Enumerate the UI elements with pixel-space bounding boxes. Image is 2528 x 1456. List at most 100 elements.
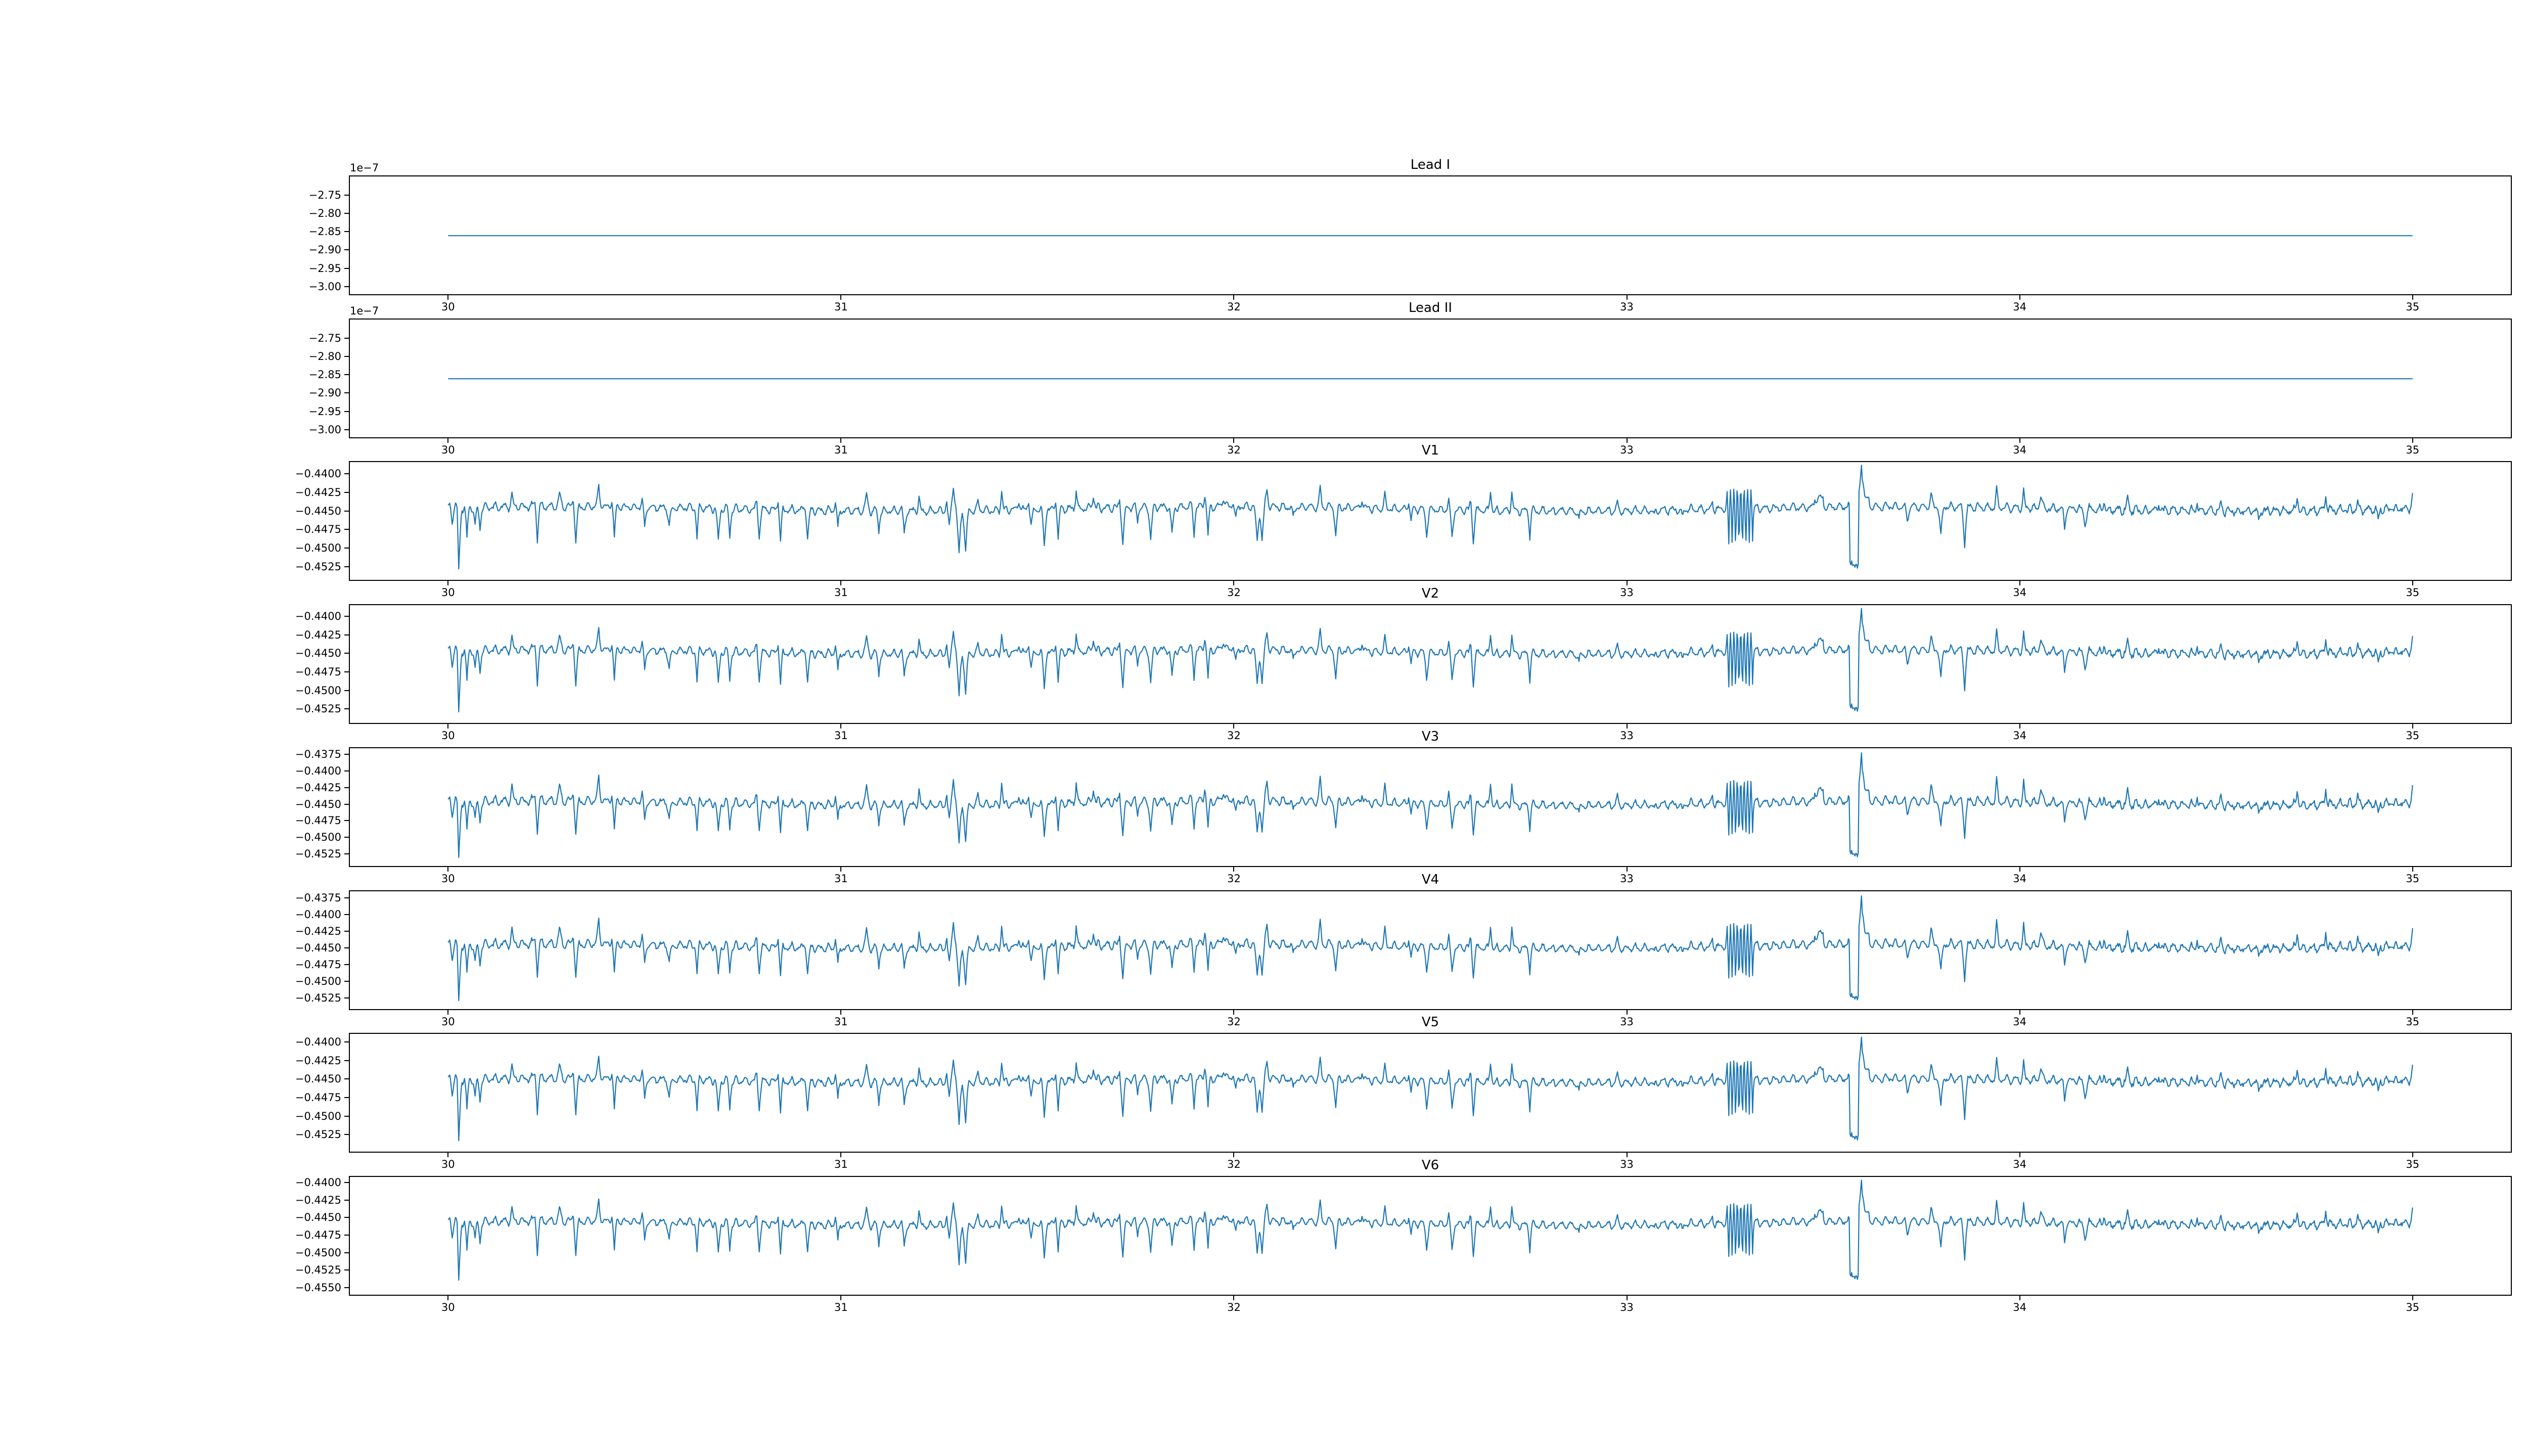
x-tick-label-v2: 32 <box>1227 730 1241 742</box>
y-tick-mark <box>344 1041 349 1043</box>
y-tick-label-v1: −0.4450 <box>295 505 341 517</box>
y-tick-mark <box>344 286 349 287</box>
y-tick-mark <box>344 337 349 339</box>
x-tick-label-v3: 33 <box>1620 873 1634 885</box>
x-tick-mark <box>2019 581 2020 585</box>
waveform-v2 <box>447 608 2413 713</box>
y-tick-label-v1: −0.4500 <box>295 541 341 554</box>
x-tick-mark <box>1233 438 1235 443</box>
x-tick-mark <box>1233 724 1235 729</box>
y-tick-mark <box>344 213 349 214</box>
x-tick-mark <box>840 438 842 443</box>
x-tick-label-v1: 32 <box>1227 586 1241 599</box>
y-tick-mark <box>344 1134 349 1135</box>
y-tick-label-lead-i: −2.90 <box>308 244 341 256</box>
y-tick-mark <box>344 249 349 251</box>
x-tick-mark <box>2412 581 2413 585</box>
y-tick-label-v6: −0.4475 <box>295 1229 341 1242</box>
y-tick-mark <box>344 267 349 269</box>
y-tick-label-v3: −0.4475 <box>295 814 341 827</box>
y-tick-label-v2: −0.4525 <box>295 703 341 715</box>
y-tick-label-v3: −0.4525 <box>295 848 341 860</box>
y-tick-mark <box>344 803 349 805</box>
x-tick-label-v5: 35 <box>2406 1158 2420 1170</box>
y-tick-label-lead-ii: −2.75 <box>308 332 341 344</box>
waveform-v4 <box>447 895 2413 1002</box>
x-tick-label-v2: 34 <box>2013 730 2026 742</box>
y-tick-label-lead-i: −2.75 <box>308 189 341 201</box>
x-tick-mark <box>2019 438 2020 443</box>
y-tick-mark <box>344 930 349 932</box>
axis-offset-text-lead-i: 1e−7 <box>350 162 379 174</box>
y-tick-mark <box>344 529 349 530</box>
y-tick-mark <box>344 914 349 916</box>
y-tick-mark <box>344 1235 349 1236</box>
x-tick-label-lead-i: 31 <box>834 301 848 313</box>
y-tick-label-v3: −0.4425 <box>295 781 341 794</box>
panel-title-lead-ii: Lead II <box>1408 300 1453 315</box>
y-tick-mark <box>344 411 349 412</box>
x-tick-mark <box>2412 295 2413 300</box>
x-tick-label-v2: 31 <box>834 730 848 742</box>
y-tick-label-v3: −0.4450 <box>295 798 341 810</box>
x-tick-mark <box>2412 867 2413 872</box>
x-tick-label-v4: 34 <box>2013 1016 2026 1028</box>
y-tick-mark <box>344 980 349 982</box>
x-tick-label-v4: 31 <box>834 1016 848 1028</box>
x-tick-label-lead-ii: 30 <box>441 444 455 456</box>
y-tick-label-v3: −0.4400 <box>295 764 341 777</box>
x-tick-label-v2: 30 <box>441 730 455 742</box>
panel-v3 <box>349 747 2512 867</box>
y-tick-label-v2: −0.4500 <box>295 684 341 697</box>
x-tick-mark <box>447 867 449 872</box>
y-tick-mark <box>344 1182 349 1184</box>
y-tick-mark <box>344 820 349 822</box>
x-tick-mark <box>447 1153 449 1157</box>
panel-v4 <box>349 890 2512 1010</box>
x-tick-mark <box>840 1153 842 1157</box>
y-tick-mark <box>344 231 349 233</box>
axis-offset-text-lead-ii: 1e−7 <box>350 305 379 317</box>
x-tick-mark <box>447 1010 449 1015</box>
panel-title-v2: V2 <box>1421 586 1439 601</box>
y-tick-label-v6: −0.4400 <box>295 1176 341 1189</box>
y-tick-mark <box>344 1078 349 1080</box>
y-tick-mark <box>344 964 349 965</box>
y-tick-label-v6: −0.4450 <box>295 1211 341 1224</box>
waveform-v5 <box>447 1036 2413 1142</box>
y-tick-mark <box>344 374 349 376</box>
y-tick-label-v3: −0.4375 <box>295 748 341 760</box>
y-tick-label-lead-i: −2.85 <box>308 225 341 238</box>
x-tick-label-lead-i: 33 <box>1620 301 1634 313</box>
x-tick-mark <box>840 867 842 872</box>
y-tick-mark <box>344 787 349 788</box>
y-tick-label-v2: −0.4475 <box>295 665 341 678</box>
y-tick-label-v5: −0.4525 <box>295 1128 341 1141</box>
x-tick-label-v1: 35 <box>2406 586 2420 599</box>
x-tick-mark <box>2412 438 2413 443</box>
x-tick-mark <box>2412 1296 2413 1300</box>
x-tick-label-v3: 32 <box>1227 873 1241 885</box>
panel-title-v5: V5 <box>1421 1015 1439 1030</box>
x-tick-label-lead-i: 30 <box>441 301 455 313</box>
y-tick-label-lead-i: −2.95 <box>308 262 341 275</box>
y-tick-mark <box>344 615 349 617</box>
x-tick-label-v6: 30 <box>441 1301 455 1313</box>
x-tick-label-v5: 33 <box>1620 1158 1634 1170</box>
x-tick-label-v6: 35 <box>2406 1301 2420 1313</box>
y-tick-mark <box>344 997 349 998</box>
x-tick-label-v4: 35 <box>2406 1016 2420 1028</box>
y-tick-mark <box>344 392 349 394</box>
panel-title-lead-i: Lead I <box>1410 157 1451 172</box>
x-tick-label-v4: 32 <box>1227 1016 1241 1028</box>
y-tick-label-lead-i: −3.00 <box>308 280 341 293</box>
panel-v2 <box>349 604 2512 724</box>
y-tick-mark <box>344 708 349 710</box>
x-tick-label-v1: 31 <box>834 586 848 599</box>
y-tick-mark <box>344 1287 349 1289</box>
x-tick-mark <box>447 581 449 585</box>
x-tick-mark <box>1626 724 1628 729</box>
x-tick-mark <box>2019 1296 2020 1300</box>
y-tick-label-v5: −0.4450 <box>295 1073 341 1085</box>
